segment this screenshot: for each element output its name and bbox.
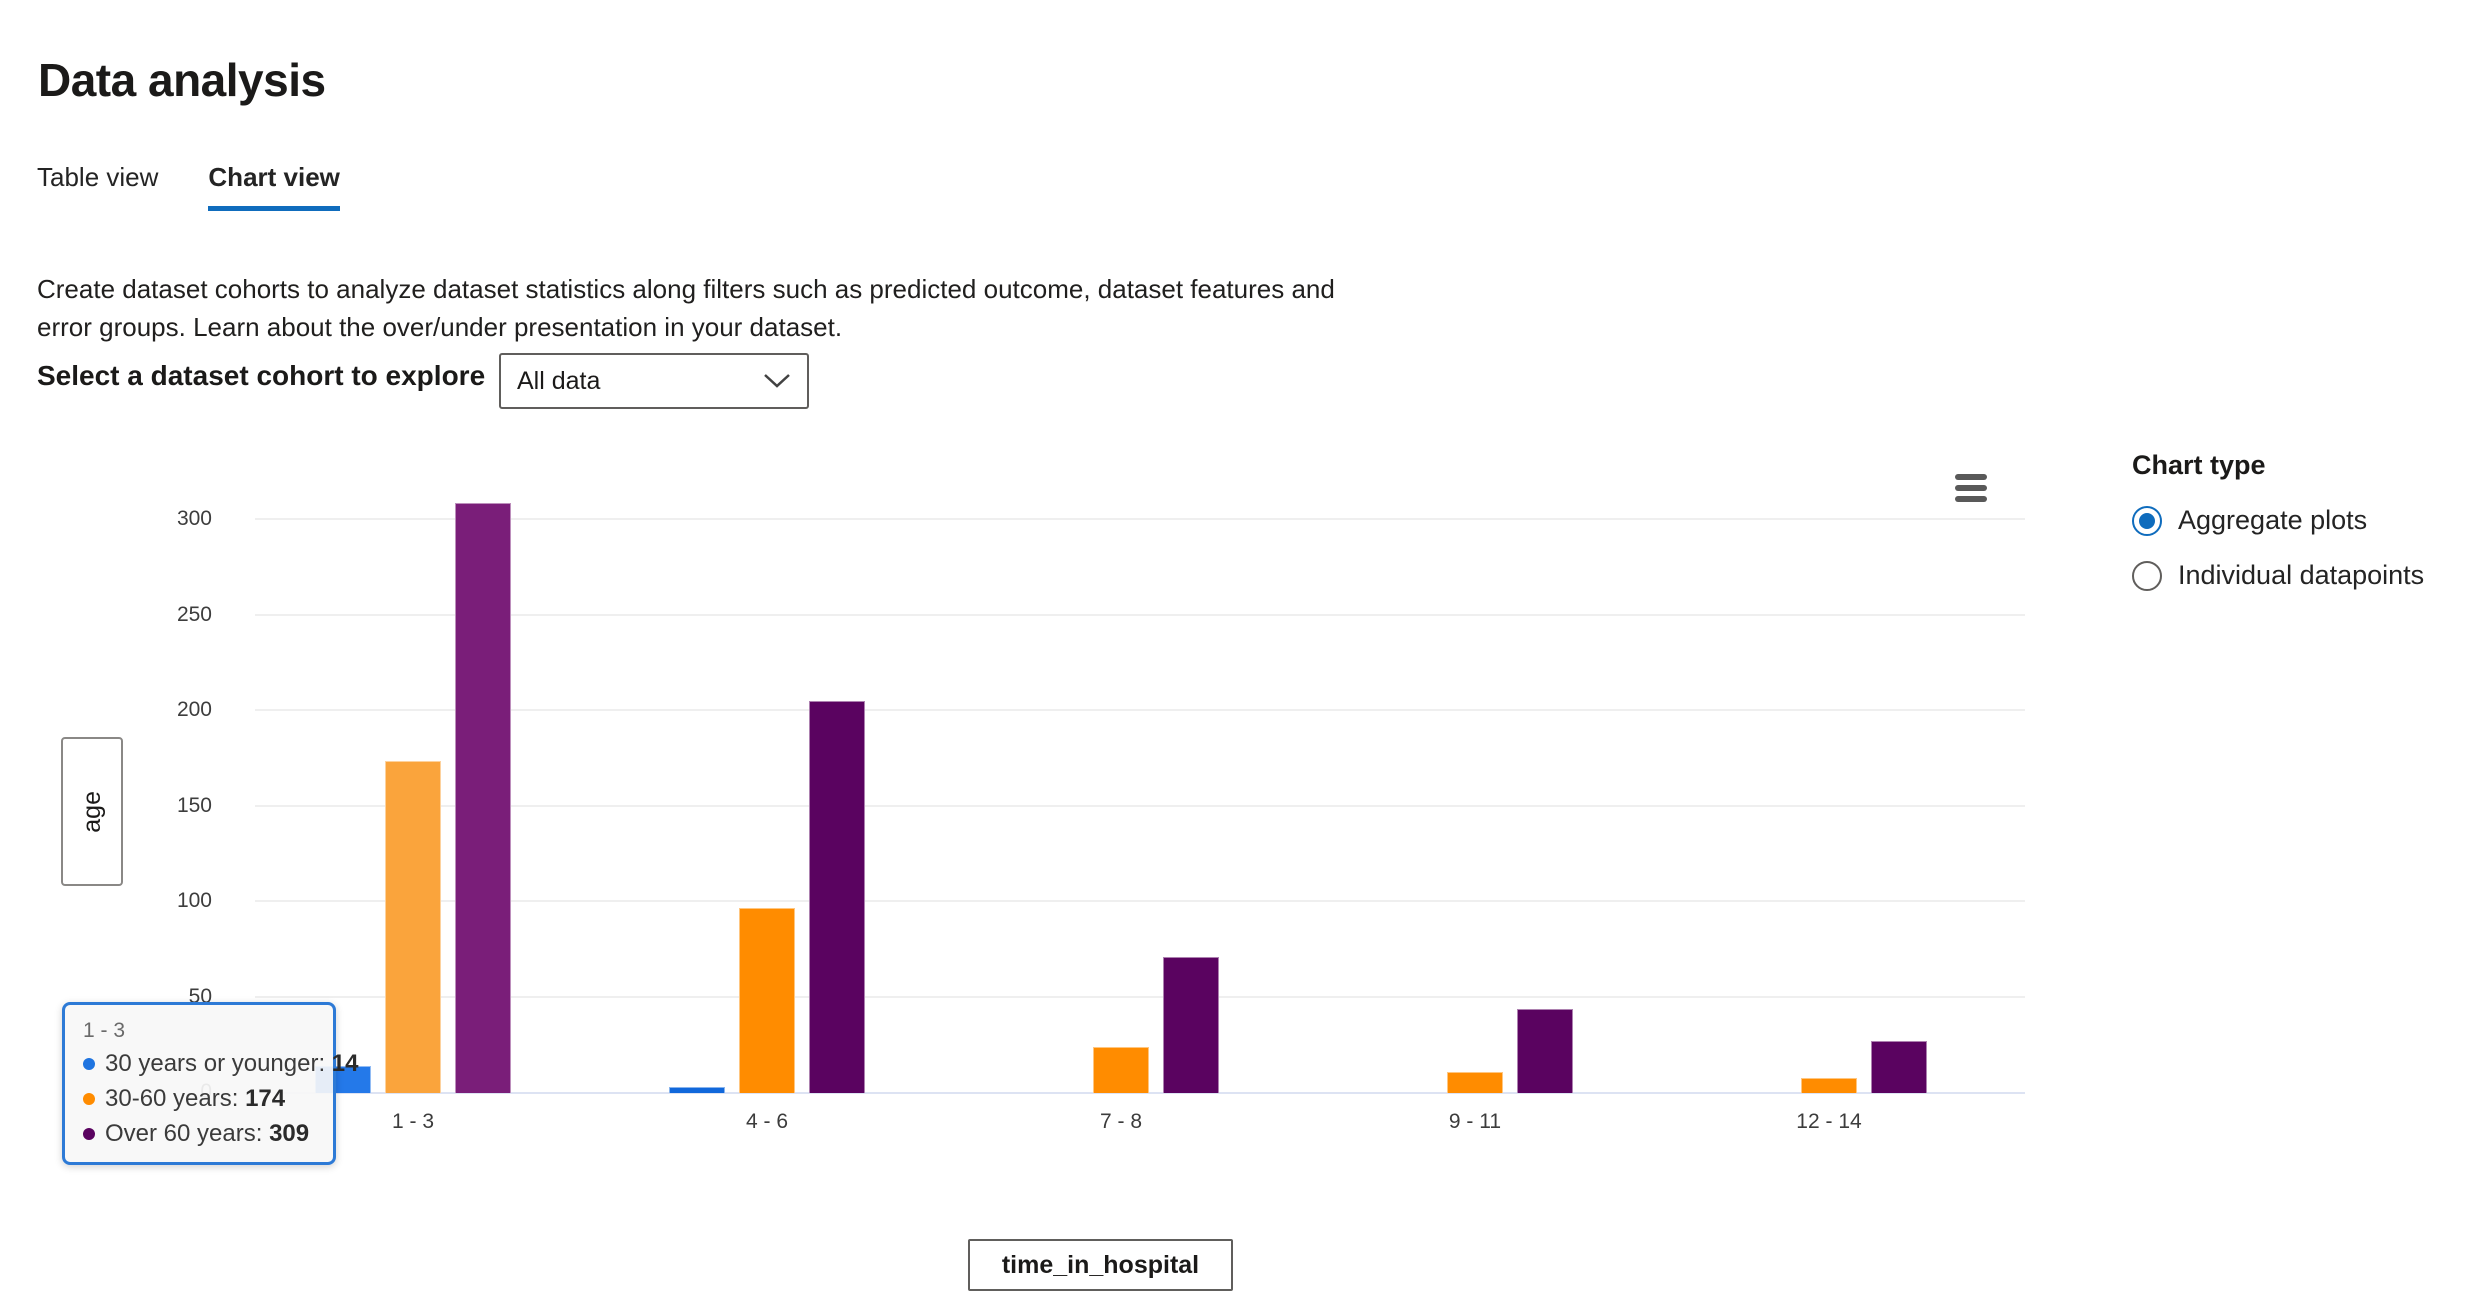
cohort-selector-label: Select a dataset cohort to explore [37, 360, 486, 391]
chevron-down-icon [764, 374, 790, 388]
bar-chart-plot-area: 0501001502002503001 - 34 - 67 - 89 - 111… [177, 460, 2025, 1133]
gridline [255, 995, 2025, 998]
radio-selected-icon[interactable] [2132, 505, 2162, 536]
hamburger-bar [1955, 496, 1987, 502]
tooltip-item: 30 years or younger: 14 [83, 1050, 359, 1078]
chart-type-options: Aggregate plots Individual datapoints [2132, 505, 2472, 591]
chart-type-panel: Chart type Aggregate plots Individual dat… [2132, 450, 2472, 591]
hamburger-menu-icon[interactable] [1955, 474, 1987, 502]
bar-over-60-years-2[interactable] [1163, 957, 1219, 1093]
x-axis-tick-label: 12 - 14 [1796, 1110, 1862, 1133]
y-axis-tick-label: 150 [176, 793, 212, 817]
gridline [255, 804, 2025, 807]
y-axis-label-button[interactable]: age [61, 737, 123, 886]
bar-over-60-years-3[interactable] [1517, 1009, 1573, 1093]
tooltip-item: 30-60 years: 174 [83, 1085, 315, 1113]
x-axis-tick-label: 9 - 11 [1448, 1110, 1502, 1133]
tab-chart-view[interactable]: Chart view [208, 162, 340, 211]
tooltip-rows: 30 years or younger: 14 30-60 years: 174 O… [83, 1050, 359, 1148]
page-title: Data analysis [38, 53, 326, 106]
y-axis-tick-label: 200 [176, 698, 212, 721]
tab-table-view[interactable]: Table view [37, 162, 159, 192]
hamburger-bar [1955, 485, 1987, 491]
gridline [255, 518, 2025, 520]
y-axis-label: age [77, 790, 106, 833]
gridline [255, 709, 2025, 711]
y-axis-tick-label: 100 [176, 889, 212, 912]
x-axis-tick-label: 7 - 8 [1099, 1110, 1143, 1133]
bar-30-60-years-2[interactable] [1093, 1047, 1149, 1093]
radio-option-label: Aggregate plots [2178, 505, 2368, 535]
radio-option-individual-datapoints[interactable]: Individual datapoints [2132, 560, 2472, 591]
bar-over-60-years-0[interactable] [455, 503, 511, 1093]
x-axis-line [255, 1092, 2025, 1094]
tooltip-item-text: Over 60 years: 309 [105, 1120, 310, 1147]
bar-over-60-years-1[interactable] [809, 701, 865, 1093]
chart-tooltip: 1 - 3 30 years or younger: 14 30-60 years… [62, 1002, 359, 1165]
radio-option-label: Individual datapoints [2178, 560, 2425, 590]
cohort-dropdown[interactable]: All data [499, 353, 809, 409]
series-color-dot [83, 1058, 95, 1070]
hamburger-bar [1955, 474, 1987, 480]
y-axis-tick-label: 250 [176, 602, 212, 626]
radio-unselected-icon[interactable] [2132, 560, 2162, 591]
tooltip-header: 1 - 3 [83, 1019, 126, 1042]
x-axis-feature-button[interactable]: time_in_hospital [968, 1239, 1233, 1291]
radio-option-aggregate-plots[interactable]: Aggregate plots [2132, 505, 2472, 536]
gridline [255, 900, 2025, 902]
series-color-dot [83, 1128, 95, 1140]
gridline [255, 613, 2025, 616]
chart-type-title: Chart type [2132, 450, 2266, 480]
y-axis-tick-label: 50 [188, 984, 212, 1008]
bar-30-60-years-0[interactable] [385, 761, 441, 1093]
y-axis-tick-label: 300 [176, 507, 212, 530]
view-tabs: Table view Chart view [37, 162, 340, 211]
bar-30-60-years-3[interactable] [1447, 1072, 1503, 1093]
x-axis-tick-label: 1 - 3 [391, 1110, 435, 1133]
bar-30-years-or-younger-1[interactable] [669, 1087, 725, 1093]
tooltip-item-text: 30-60 years: 174 [105, 1085, 286, 1112]
x-axis-tick-label: 4 - 6 [745, 1110, 789, 1133]
page-description: Create dataset cohorts to analyze datase… [37, 274, 1335, 342]
bar-30-60-years-4[interactable] [1801, 1078, 1857, 1093]
tooltip-item-text: 30 years or younger: 14 [105, 1050, 359, 1077]
series-color-dot [83, 1093, 95, 1105]
bar-over-60-years-4[interactable] [1871, 1041, 1927, 1093]
cohort-dropdown-value: All data [517, 366, 601, 395]
tooltip-item: Over 60 years: 309 [83, 1120, 315, 1148]
bar-30-60-years-1[interactable] [739, 908, 795, 1093]
